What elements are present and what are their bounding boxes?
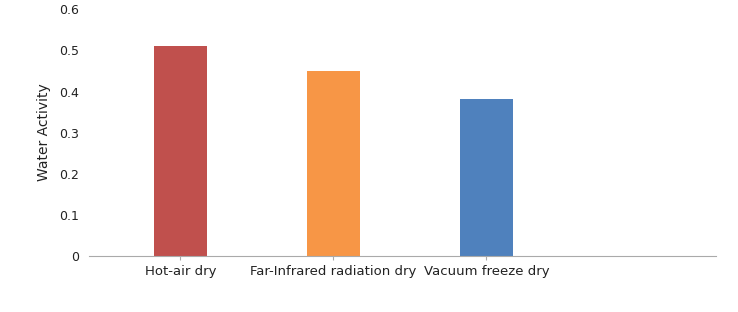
Bar: [306, 71, 360, 256]
Bar: [460, 99, 513, 256]
Y-axis label: Water Activity: Water Activity: [36, 84, 50, 182]
Bar: [154, 46, 207, 256]
